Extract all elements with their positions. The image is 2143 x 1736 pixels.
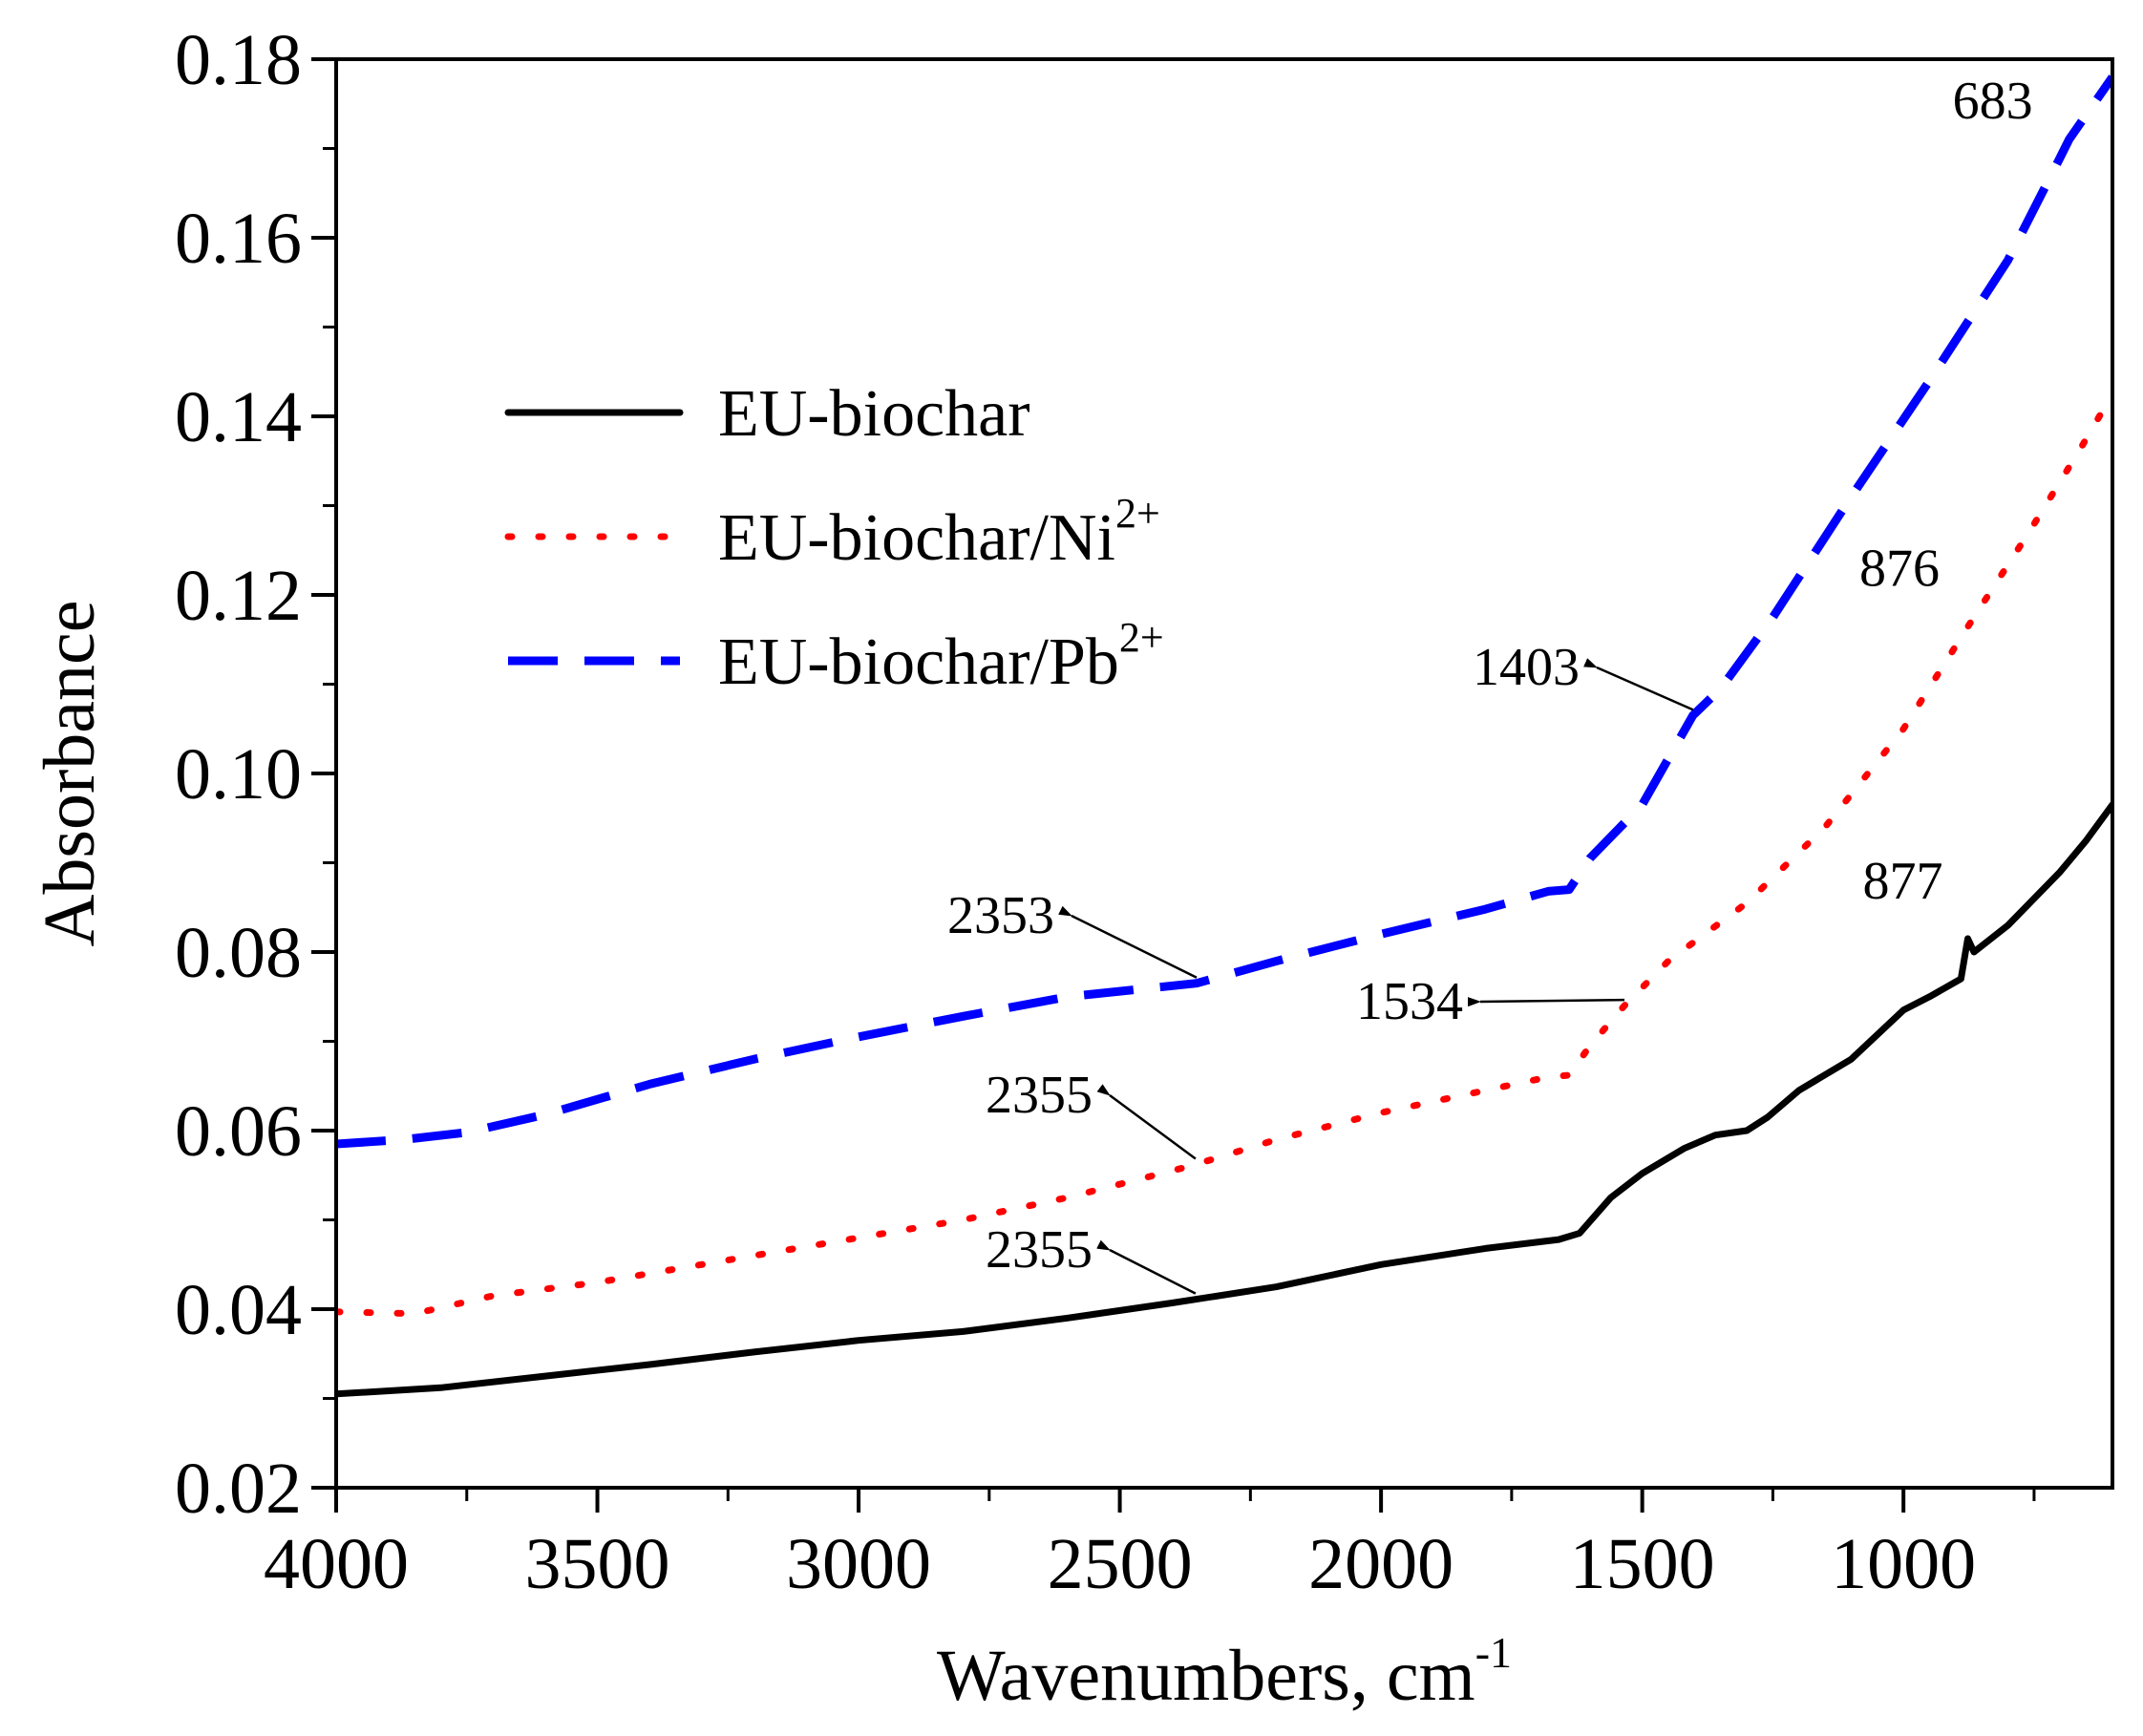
x-tick-label: 3500 (525, 1524, 670, 1604)
peak-label: 1403 (1473, 638, 1580, 697)
peak-arrow (1058, 905, 1198, 979)
peak-arrow (1583, 658, 1694, 711)
legend-label: EU-biochar/Pb2+ (718, 614, 1164, 699)
legend-label-superscript: 2+ (1115, 490, 1160, 537)
y-tick-label: 0.08 (175, 913, 302, 993)
x-tick-label: 4000 (264, 1524, 409, 1604)
peak-arrow (1467, 997, 1625, 1007)
legend-label: EU-biochar (718, 377, 1030, 451)
x-tick-label: 1000 (1831, 1524, 1976, 1604)
peak-label: 1534 (1356, 972, 1463, 1031)
plot-frame (334, 57, 2114, 1490)
y-tick-label: 0.02 (175, 1449, 302, 1529)
peak-arrow (1096, 1239, 1197, 1295)
y-tick-label: 0.06 (175, 1091, 302, 1172)
series-line-solid (336, 801, 2112, 1398)
peak-label: 877 (1862, 852, 1942, 911)
y-tick-label: 0.18 (175, 20, 302, 100)
x-axis-title-superscript: -1 (1475, 1628, 1512, 1677)
legend-label: EU-biochar/Ni2+ (718, 490, 1160, 575)
peak-label: 683 (1953, 72, 2033, 131)
peak-label: 876 (1859, 540, 1940, 599)
legend-label-superscript: 2+ (1119, 614, 1164, 661)
x-tick-label: 2000 (1308, 1524, 1453, 1604)
peak-label: 2353 (947, 886, 1054, 945)
x-tick-label: 2500 (1048, 1524, 1193, 1604)
series-layer (336, 74, 2112, 1398)
series-line-dotted (336, 391, 2112, 1318)
y-axis-title: Absorbance (30, 601, 110, 947)
peak-label: 2355 (986, 1066, 1093, 1125)
peak-arrow (1096, 1084, 1197, 1160)
x-tick-label: 1500 (1570, 1524, 1715, 1604)
y-tick-label: 0.04 (175, 1270, 302, 1350)
series-line-dashed (336, 74, 2112, 1149)
x-tick-label: 3000 (786, 1524, 931, 1604)
axes-layer: 4000 3500 3000 2500 2000 1500 1000 0.02 0.04 0.06… (30, 20, 2114, 1716)
y-tick-label: 0.16 (175, 199, 302, 279)
peak-label: 2355 (986, 1220, 1093, 1280)
y-tick-label: 0.10 (175, 734, 302, 815)
annotations: 683 876 877 1403 1534 2353 2355 2355 (947, 72, 2033, 1295)
x-axis-title: Wavenumbers, cm-1 (937, 1628, 1512, 1716)
y-tick-label: 0.12 (175, 556, 302, 636)
legend: EU-biochar EU-biochar/Ni2+ EU-biochar/Pb2+ (504, 377, 1164, 699)
y-tick-label: 0.14 (175, 377, 302, 457)
